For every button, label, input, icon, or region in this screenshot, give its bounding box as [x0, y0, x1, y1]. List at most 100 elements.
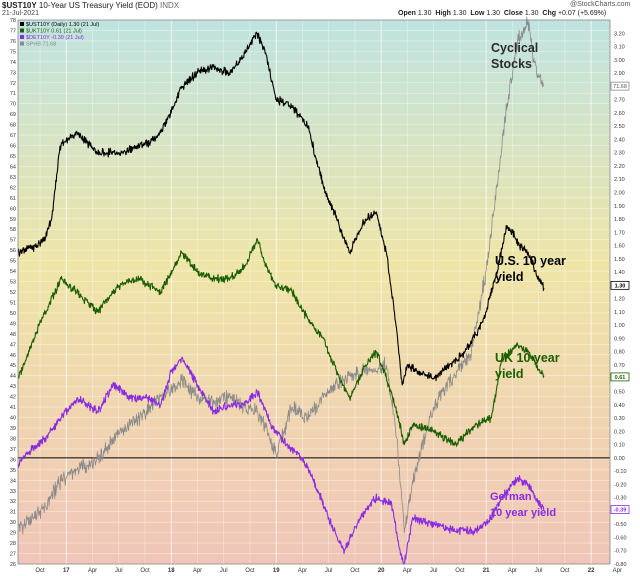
x-tick-label: Oct [245, 568, 255, 574]
right-tick-label: -0.80 [614, 562, 627, 568]
left-tick-label: 41 [10, 405, 16, 411]
left-tick-label: 62 [10, 185, 16, 191]
plot-frame [17, 19, 611, 565]
left-tick-label: 65 [10, 154, 16, 160]
annotation-text: Stocks [491, 57, 532, 71]
legend-entry: SPHB 71.68 [26, 42, 56, 48]
series-layer [17, 16, 545, 565]
left-tick-label: 44 [10, 374, 16, 380]
right-tick-label: -0.50 [614, 522, 627, 528]
ohlc-readout: Open 1.30 High 1.30 Low 1.30 Close 1.30 … [398, 10, 607, 17]
annotation-text: U.S. 10 year [495, 254, 566, 268]
legend-swatch [20, 22, 24, 26]
brand-watermark: @StockCharts.com [570, 1, 631, 8]
x-tick-label: Jul [430, 568, 438, 574]
right-tick-label: -0.10 [614, 469, 627, 475]
right-tick-label: 0.20 [614, 429, 625, 435]
x-tick-label: Apr [508, 568, 517, 574]
left-tick-label: 28 [10, 541, 16, 547]
right-tick-label: 0.40 [614, 403, 625, 409]
left-tick-label: 60 [10, 206, 16, 212]
left-tick-label: 34 [10, 478, 16, 484]
left-tick-label: 37 [10, 447, 16, 453]
annotation-text: UK 10 year [495, 351, 560, 365]
header-title: $UST10Y 10-Year US Treasury Yield (EOD) … [2, 1, 179, 10]
description: 10-Year US Treasury Yield (EOD) [38, 1, 158, 10]
left-tick-label: 61 [10, 196, 16, 202]
right-tick-label: 0.70 [614, 363, 625, 369]
legend-entry: $UKT10Y 0.61 (21 Jul) [26, 29, 82, 35]
x-tick-label: Oct [455, 568, 465, 574]
last-value-label: 1.30 [615, 283, 626, 289]
x-tick-label: Apr [613, 568, 622, 574]
right-tick-label: 2.60 [614, 111, 625, 117]
left-tick-label: 43 [10, 384, 16, 390]
left-tick-label: 54 [10, 269, 16, 275]
right-tick-label: -0.20 [614, 482, 627, 488]
x-tick-label: 18 [168, 568, 175, 574]
x-tick-label: 17 [63, 568, 70, 574]
last-value-tag [610, 280, 630, 290]
x-tick-label: 20 [378, 568, 385, 574]
last-value-label: 0.61 [615, 375, 626, 381]
left-tick-label: 30 [10, 520, 16, 526]
left-tick-label: 50 [10, 311, 16, 317]
left-tick-label: 39 [10, 426, 16, 432]
right-tick-label: 2.40 [614, 137, 625, 143]
last-value-tag [610, 505, 630, 515]
left-tick-label: 36 [10, 457, 16, 463]
right-tick-label: 1.00 [614, 323, 625, 329]
left-tick-label: 74 [10, 60, 16, 66]
right-tick-label: 0.00 [614, 456, 625, 462]
left-tick-label: 58 [10, 227, 16, 233]
left-tick-label: 52 [10, 290, 16, 296]
right-tick-label: 1.50 [614, 257, 625, 263]
x-tick-label: Jul [325, 568, 333, 574]
x-tick-label: Oct [35, 568, 45, 574]
left-tick-label: 46 [10, 353, 16, 359]
series-line-ukt10y [17, 237, 545, 447]
right-axis: -0.80-0.70-0.60-0.50-0.40-0.30-0.20-0.10… [614, 31, 627, 568]
left-tick-label: 40 [10, 416, 16, 422]
right-tick-label: 2.70 [614, 98, 625, 104]
right-tick-label: -0.70 [614, 549, 627, 555]
annotation-text: 10 year yield [490, 507, 556, 519]
x-tick-label: Jul [115, 568, 123, 574]
annotations: Cyclical Stocks U.S. 10 year yield UK 10 yea… [490, 41, 566, 519]
x-axis: Oct 17 Apr Jul Oct 18 Apr Jul Oct 19 Apr Jul Oct 20 Ap… [35, 568, 640, 574]
x-tick-label: 22 [588, 568, 595, 574]
right-tick-label: 2.00 [614, 190, 625, 196]
x-tick-label: Apr [298, 568, 307, 574]
right-tick-label: 0.90 [614, 336, 625, 342]
annotation-text: Cyclical [491, 41, 538, 55]
left-tick-label: 78 [10, 18, 16, 24]
last-value-tags: 1.30 0.61 -0.39 71.68 [610, 81, 630, 515]
right-tick-label: 1.90 [614, 204, 625, 210]
last-value-label: 71.68 [613, 84, 627, 90]
right-tick-label: 3.00 [614, 58, 625, 64]
right-tick-label: -0.60 [614, 535, 627, 541]
right-tick-label: 1.80 [614, 217, 625, 223]
left-tick-label: 27 [10, 552, 16, 558]
left-tick-label: 72 [10, 81, 16, 87]
left-tick-label: 48 [10, 332, 16, 338]
left-tick-label: 71 [10, 91, 16, 97]
x-tick-label: Apr [88, 568, 97, 574]
left-tick-label: 31 [10, 510, 16, 516]
series-line-det10y [17, 356, 545, 565]
left-tick-label: 76 [10, 39, 16, 45]
left-tick-label: 53 [10, 280, 16, 286]
legend-swatch [20, 41, 24, 46]
left-tick-label: 55 [10, 259, 16, 265]
left-tick-label: 47 [10, 342, 16, 348]
left-tick-label: 67 [10, 133, 16, 139]
left-tick-label: 63 [10, 175, 16, 181]
right-tick-label: 2.20 [614, 164, 625, 170]
right-tick-label: 2.90 [614, 71, 625, 77]
right-tick-label: 3.10 [614, 45, 625, 51]
left-tick-label: 35 [10, 468, 16, 474]
series-line-sphb [17, 16, 545, 535]
legend-swatch [20, 35, 24, 39]
